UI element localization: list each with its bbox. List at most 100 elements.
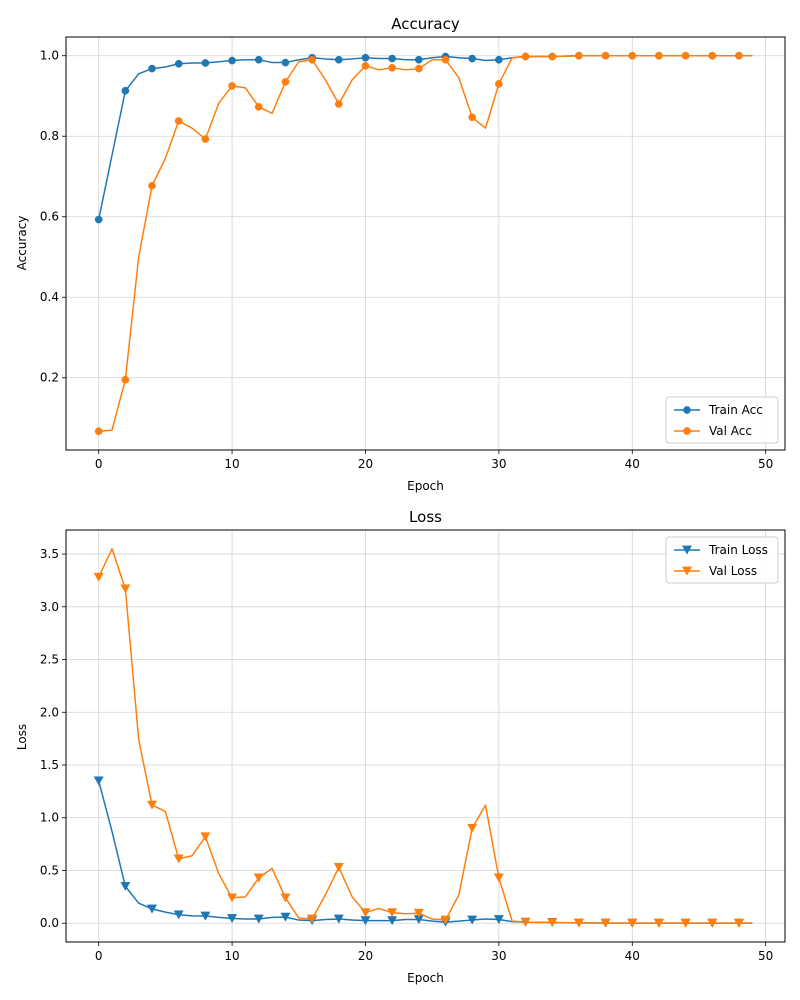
legend-marker bbox=[683, 427, 691, 435]
data-point bbox=[468, 54, 477, 63]
data-point bbox=[201, 59, 210, 67]
data-point bbox=[173, 854, 184, 864]
data-point bbox=[281, 58, 290, 67]
data-point bbox=[387, 908, 398, 918]
y-tick-label: 1.0 bbox=[40, 811, 59, 825]
data-point bbox=[307, 914, 318, 924]
data-point bbox=[495, 80, 503, 88]
loss-y-axis-label: Loss bbox=[15, 724, 29, 750]
y-tick-label: 0.2 bbox=[40, 371, 59, 385]
loss-legend: Train Loss Val Loss bbox=[665, 536, 779, 584]
accuracy-y-ticks: 0.2 0.4 0.6 0.8 1.0 bbox=[40, 49, 66, 385]
data-point bbox=[655, 51, 663, 60]
y-tick-label: 0.8 bbox=[40, 129, 59, 143]
legend-marker bbox=[681, 566, 693, 576]
data-point bbox=[174, 59, 183, 68]
data-point bbox=[147, 800, 158, 810]
x-tick-label: 20 bbox=[358, 457, 373, 471]
series-line-val-acc bbox=[98, 54, 753, 433]
y-tick-label: 2.0 bbox=[40, 705, 59, 719]
data-point bbox=[600, 918, 611, 928]
data-point bbox=[280, 912, 291, 922]
data-point bbox=[653, 918, 664, 928]
data-point bbox=[201, 135, 210, 143]
accuracy-chart-title: Accuracy bbox=[391, 15, 460, 33]
accuracy-plot-frame bbox=[65, 36, 786, 451]
data-point bbox=[361, 53, 370, 62]
data-point bbox=[467, 823, 478, 833]
data-point bbox=[253, 914, 264, 924]
data-point bbox=[308, 55, 316, 64]
data-point bbox=[200, 911, 211, 921]
x-tick-label: 10 bbox=[224, 949, 239, 963]
data-point bbox=[173, 910, 184, 920]
data-point bbox=[174, 117, 183, 125]
loss-x-axis-label: Epoch bbox=[407, 971, 444, 985]
data-point bbox=[681, 51, 690, 60]
data-point bbox=[467, 915, 478, 925]
data-point bbox=[708, 51, 717, 60]
data-point bbox=[120, 584, 131, 594]
data-point bbox=[573, 918, 584, 928]
loss-x-ticks: 0 10 20 30 40 50 bbox=[95, 942, 773, 963]
loss-y-ticks: 0.0 0.5 1.0 1.5 2.0 2.5 3.0 3.5 bbox=[40, 547, 66, 930]
data-point bbox=[627, 918, 638, 928]
data-point bbox=[228, 82, 236, 90]
data-point bbox=[148, 181, 156, 190]
data-point bbox=[520, 917, 531, 927]
x-tick-label: 20 bbox=[358, 949, 373, 963]
data-point bbox=[414, 55, 423, 64]
y-tick-label: 3.0 bbox=[40, 600, 59, 614]
data-point bbox=[121, 375, 130, 384]
y-tick-label: 0.0 bbox=[40, 916, 59, 930]
data-point bbox=[94, 427, 103, 436]
y-tick-label: 0.4 bbox=[40, 290, 59, 304]
x-tick-label: 50 bbox=[758, 949, 773, 963]
legend-entry-label: Train Acc bbox=[708, 403, 763, 417]
y-tick-label: 1.5 bbox=[40, 758, 59, 772]
data-point bbox=[280, 893, 291, 903]
data-point bbox=[388, 54, 397, 63]
data-point bbox=[333, 862, 344, 872]
accuracy-series bbox=[94, 51, 753, 436]
x-tick-label: 40 bbox=[625, 949, 640, 963]
x-tick-label: 50 bbox=[758, 457, 773, 471]
data-point bbox=[414, 64, 423, 73]
x-tick-label: 0 bbox=[95, 949, 103, 963]
data-point bbox=[493, 873, 504, 883]
y-tick-label: 0.5 bbox=[40, 863, 59, 877]
data-point bbox=[360, 908, 371, 918]
data-point bbox=[733, 918, 745, 928]
data-point bbox=[121, 86, 130, 95]
data-point bbox=[254, 102, 263, 111]
loss-grid bbox=[66, 530, 785, 942]
data-point bbox=[93, 776, 104, 786]
data-point bbox=[575, 51, 583, 60]
data-point bbox=[361, 61, 370, 70]
y-tick-label: 3.5 bbox=[40, 547, 59, 561]
data-point bbox=[707, 918, 718, 928]
accuracy-y-axis-label: Accuracy bbox=[15, 216, 29, 271]
data-point bbox=[548, 52, 557, 61]
x-tick-label: 40 bbox=[625, 457, 640, 471]
series-line-val-loss bbox=[98, 548, 753, 924]
legend-marker bbox=[683, 406, 691, 414]
data-point bbox=[735, 51, 743, 60]
data-point bbox=[93, 572, 104, 582]
legend-entry-label: Train Loss bbox=[708, 543, 768, 557]
data-point bbox=[253, 873, 264, 883]
data-point bbox=[200, 832, 211, 842]
accuracy-legend: Train Acc Val Acc bbox=[665, 396, 779, 444]
data-point bbox=[94, 215, 103, 224]
data-point bbox=[281, 78, 290, 86]
data-point bbox=[468, 113, 477, 122]
data-point bbox=[388, 63, 397, 72]
data-point bbox=[148, 64, 156, 73]
data-point bbox=[680, 918, 691, 928]
y-tick-label: 0.6 bbox=[40, 210, 59, 224]
legend-entry-label: Val Loss bbox=[709, 564, 757, 578]
y-tick-label: 1.0 bbox=[40, 49, 59, 63]
data-point bbox=[333, 914, 344, 924]
